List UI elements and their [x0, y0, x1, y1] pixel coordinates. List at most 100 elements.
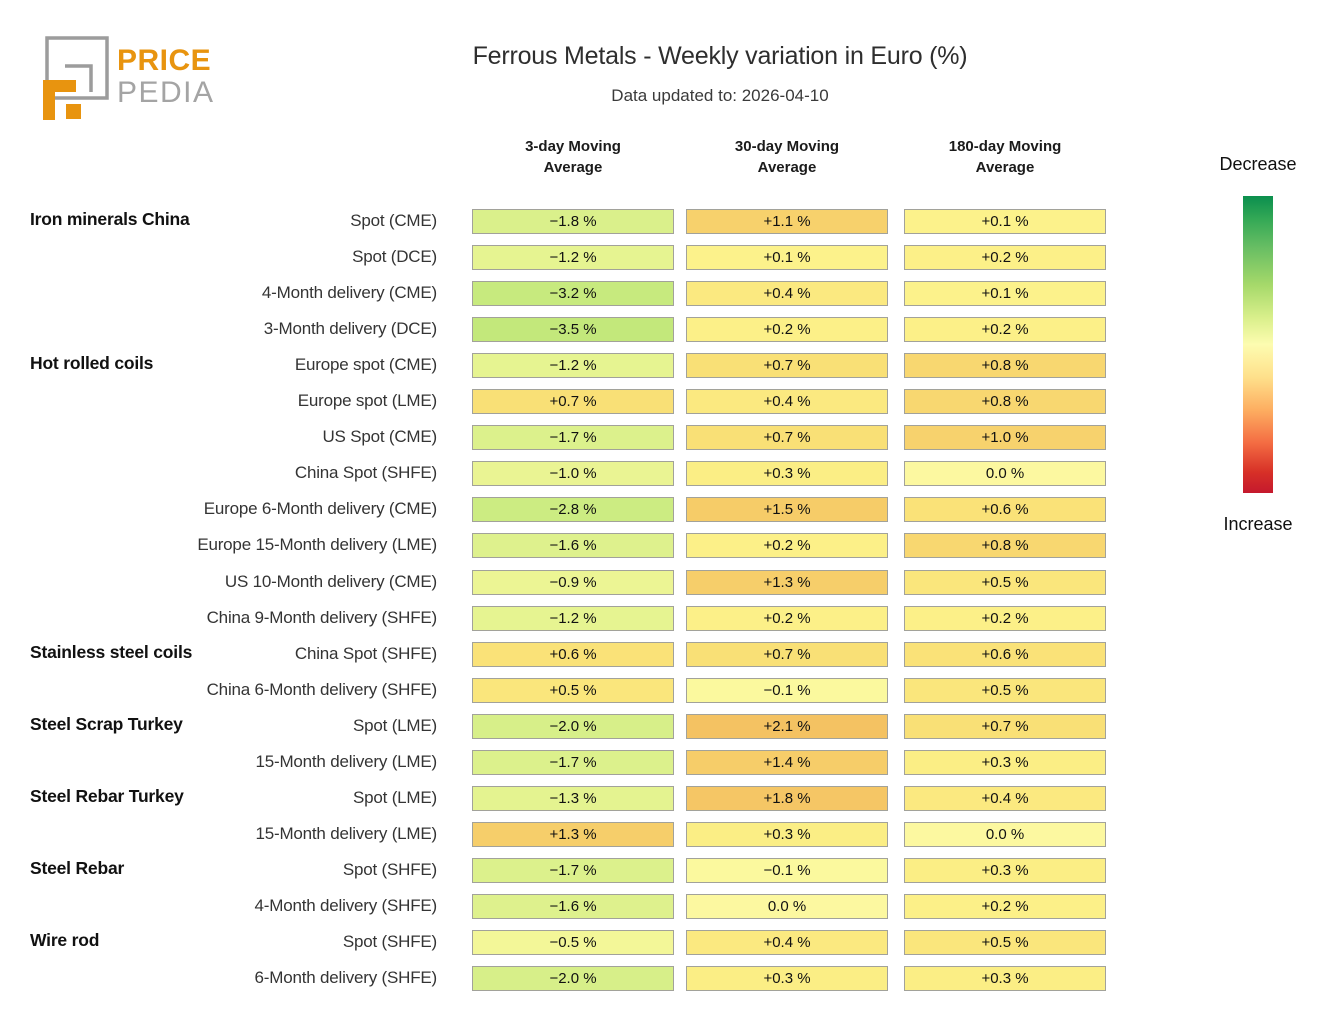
row-label: Europe 15-Month delivery (LME)	[197, 535, 437, 555]
heatmap-cell: −2.0 %	[472, 966, 674, 992]
heatmap-cell: +0.8 %	[904, 389, 1106, 415]
row-label: 15-Month delivery (LME)	[255, 823, 437, 843]
row-label: China 9-Month delivery (SHFE)	[206, 607, 438, 627]
legend-gradient-bar	[1243, 196, 1273, 493]
row-group-label: Hot rolled coils	[30, 353, 154, 374]
row-label: Europe spot (CME)	[294, 355, 437, 375]
heatmap-cell: −3.5 %	[472, 317, 674, 343]
logo-mark	[43, 36, 109, 120]
heatmap-cell: −1.6 %	[472, 533, 674, 559]
heatmap-cell: +0.8 %	[904, 533, 1106, 559]
heatmap-cell: +0.7 %	[904, 713, 1106, 739]
pricepedia-logo: PRICE PEDIA	[43, 36, 215, 120]
heatmap-cell: +0.3 %	[904, 966, 1106, 992]
page-title: Ferrous Metals - Weekly variation in Eur…	[472, 42, 968, 70]
heatmap-cell: +1.3 %	[686, 569, 888, 595]
row-label: US Spot (CME)	[322, 427, 437, 447]
heatmap-cell: +0.6 %	[472, 641, 674, 667]
heatmap-cell: +0.4 %	[904, 785, 1106, 811]
column-header-30day: 30-day Moving Average	[734, 138, 840, 176]
heatmap-cell: +0.3 %	[904, 857, 1106, 883]
row-label: Europe 6-Month delivery (CME)	[203, 499, 437, 519]
heatmap-cell: +0.2 %	[904, 317, 1106, 343]
row-label: China 6-Month delivery (SHFE)	[206, 679, 438, 699]
heatmap-cell: −1.6 %	[472, 893, 674, 919]
heatmap-cell: +0.7 %	[686, 641, 888, 667]
heatmap-cell: +0.5 %	[904, 930, 1106, 955]
heatmap-cell: +0.7 %	[472, 389, 674, 415]
heatmap-cell: +0.6 %	[904, 497, 1106, 523]
column-header-180day: 180-day Moving Average	[948, 138, 1062, 176]
heatmap-cell: +0.2 %	[686, 533, 888, 559]
heatmap-cell: +0.1 %	[904, 209, 1106, 234]
heatmap-cell: −2.8 %	[472, 497, 674, 523]
heatmap-cell: −1.7 %	[472, 857, 674, 883]
legend-decrease-label: Decrease	[1219, 154, 1297, 174]
heatmap-cell: −0.9 %	[472, 569, 674, 595]
heatmap-cell: −1.3 %	[472, 785, 674, 811]
table-row: 15-Month delivery (LME) +1.3 % +0.3 % 0.0 %	[0, 821, 1320, 849]
heatmap-cell: +0.5 %	[904, 677, 1106, 703]
heatmap-cell: 0.0 %	[904, 821, 1106, 847]
heatmap-cell: −0.1 %	[686, 857, 888, 883]
heatmap-cell: +0.5 %	[904, 569, 1106, 595]
table-row: US 10-Month delivery (CME) −0.9 % +1.3 % +0…	[0, 569, 1320, 597]
table-row: Iron minerals China Spot (CME) −1.8 % +1.1 …	[0, 209, 1320, 236]
heatmap-cell: −1.2 %	[472, 353, 674, 379]
row-group-label: Stainless steel coils	[30, 641, 193, 662]
heatmap-cell: +0.4 %	[686, 930, 888, 955]
row-label: China Spot (SHFE)	[294, 463, 437, 483]
table-row: 15-Month delivery (LME) −1.7 % +1.4 % +0.3 …	[0, 749, 1320, 777]
table-row: Steel Rebar Turkey Spot (LME) −1.3 % +1.8 %…	[0, 785, 1320, 813]
table-row: Europe spot (LME) +0.7 % +0.4 % +0.8 %	[0, 389, 1320, 416]
heatmap-cell: +1.0 %	[904, 425, 1106, 451]
row-label: 6-Month delivery (SHFE)	[254, 968, 438, 988]
heatmap-cell: 0.0 %	[686, 893, 888, 919]
heatmap-cell: −1.7 %	[472, 749, 674, 775]
legend-increase-label: Increase	[1223, 514, 1293, 534]
table-row: 4-Month delivery (SHFE) −1.6 % 0.0 % +0.2 %	[0, 893, 1320, 921]
row-label: Europe spot (LME)	[297, 391, 437, 411]
table-row: Europe 6-Month delivery (CME) −2.8 % +1.5 …	[0, 497, 1320, 524]
row-label: 4-Month delivery (SHFE)	[254, 895, 438, 915]
heatmap-cell: +0.3 %	[686, 821, 888, 847]
row-label: Spot (SHFE)	[342, 859, 437, 879]
heatmap-cell: +0.1 %	[904, 281, 1106, 307]
heatmap-cell: +2.1 %	[686, 713, 888, 739]
heatmap-cell: −2.0 %	[472, 713, 674, 739]
table-row: China Spot (SHFE) −1.0 % +0.3 % 0.0 %	[0, 461, 1320, 488]
heatmap-cell: +0.2 %	[904, 605, 1106, 631]
row-group-label: Steel Rebar Turkey	[30, 785, 184, 806]
row-group-label: Steel Rebar	[30, 857, 125, 878]
table-row: 4-Month delivery (CME) −3.2 % +0.4 % +0.1 %	[0, 281, 1320, 308]
heatmap-cell: −1.8 %	[472, 209, 674, 234]
heatmap-cell: +0.4 %	[686, 389, 888, 415]
heatmap-cell: +0.6 %	[904, 641, 1106, 667]
row-label: Spot (LME)	[353, 787, 437, 807]
table-row: China 9-Month delivery (SHFE) −1.2 % +0.2 …	[0, 605, 1320, 633]
table-row: Steel Rebar Spot (SHFE) −1.7 % −0.1 % +0.3 %	[0, 857, 1320, 885]
table-row: 6-Month delivery (SHFE) −2.0 % +0.3 % +0.3 …	[0, 966, 1320, 993]
table-row: Wire rod Spot (SHFE) −0.5 % +0.4 % +0.5 %	[0, 930, 1320, 957]
heatmap-cell: +1.5 %	[686, 497, 888, 523]
heatmap-cell: −0.5 %	[472, 930, 674, 955]
logo-text-pedia: PEDIA	[117, 76, 215, 109]
row-label: 3-Month delivery (DCE)	[263, 319, 437, 339]
heatmap-cell: +0.2 %	[686, 317, 888, 343]
heatmap-cell: +1.1 %	[686, 209, 888, 234]
row-label: China Spot (SHFE)	[294, 643, 437, 663]
row-label: Spot (CME)	[350, 211, 437, 230]
row-label: US 10-Month delivery (CME)	[224, 571, 437, 591]
table-row: Hot rolled coils Europe spot (CME) −1.2 % +…	[0, 353, 1320, 380]
heatmap-cell: −1.0 %	[472, 461, 674, 487]
row-label: Spot (SHFE)	[342, 932, 437, 951]
table-row: China 6-Month delivery (SHFE) +0.5 % −0.1 …	[0, 677, 1320, 705]
row-label: Spot (LME)	[353, 715, 437, 735]
heatmap-cell: 0.0 %	[904, 461, 1106, 487]
heatmap-cell: −0.1 %	[686, 677, 888, 703]
heatmap-cell: +1.3 %	[472, 821, 674, 847]
row-label: Spot (DCE)	[352, 247, 437, 267]
heatmap-cell: −3.2 %	[472, 281, 674, 307]
heatmap-cell: +0.2 %	[904, 245, 1106, 271]
